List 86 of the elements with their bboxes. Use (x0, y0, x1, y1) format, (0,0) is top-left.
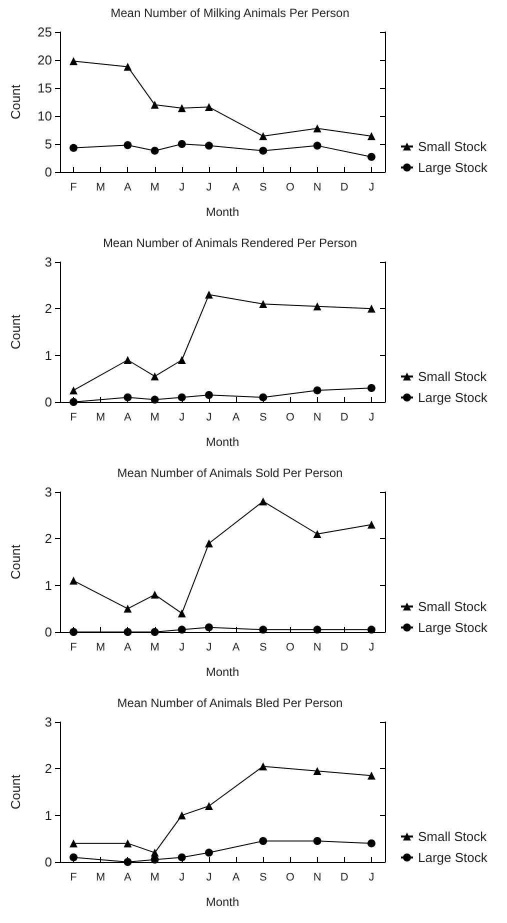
legend-label: Large Stock (418, 160, 488, 175)
x-tick-label: O (286, 872, 295, 884)
x-tick-label: D (340, 872, 348, 884)
x-tick-label: A (232, 182, 240, 194)
y-axis-title: Count (8, 314, 23, 350)
x-tick-label: S (259, 182, 267, 194)
x-tick-label: A (232, 412, 240, 424)
x-tick-label: J (206, 872, 212, 884)
x-tick-label: M (96, 412, 106, 424)
x-tick-label: F (70, 182, 78, 194)
y-tick-label: 0 (44, 394, 52, 410)
chart-title: Mean Number of Animals Bled Per Person (117, 696, 343, 710)
x-tick-label: M (150, 182, 160, 194)
y-tick-label: 2 (44, 301, 52, 316)
x-tick-label: A (124, 872, 132, 884)
legend-label: Small Stock (418, 829, 488, 844)
y-tick-label: 20 (38, 52, 52, 68)
x-tick-label: D (340, 412, 348, 424)
y-tick-label: 2 (44, 531, 52, 546)
legend-label: Large Stock (418, 620, 488, 635)
x-tick-label: J (179, 872, 185, 884)
x-tick-label: N (313, 872, 322, 884)
y-tick-label: 3 (44, 484, 52, 500)
y-tick-label: 0 (44, 854, 52, 870)
x-tick-label: J (368, 872, 374, 884)
x-tick-label: M (96, 642, 106, 654)
y-axis-title: Count (8, 84, 23, 120)
y-axis-title: Count (8, 544, 23, 580)
legend-label: Small Stock (418, 599, 488, 614)
x-tick-label: O (286, 642, 295, 654)
x-tick-label: M (96, 182, 106, 194)
x-tick-label: M (150, 412, 160, 424)
x-axis-title: Month (206, 435, 240, 449)
y-tick-label: 10 (38, 108, 52, 124)
x-tick-label: F (70, 642, 78, 654)
y-tick-label: 2 (44, 761, 52, 776)
x-tick-label: J (368, 182, 374, 194)
x-tick-label: A (124, 182, 132, 194)
y-tick-label: 3 (44, 714, 52, 730)
y-axis-title: Count (8, 774, 23, 810)
y-tick-label: 3 (44, 254, 52, 270)
chart-title: Mean Number of Animals Sold Per Person (117, 466, 343, 480)
y-tick-label: 1 (44, 348, 52, 363)
y-tick-label: 0 (44, 164, 52, 180)
x-tick-label: J (179, 412, 185, 424)
x-tick-label: J (206, 182, 212, 194)
x-axis-title: Month (206, 205, 240, 219)
x-axis-title: Month (206, 895, 240, 909)
x-tick-label: A (232, 872, 240, 884)
legend-label: Small Stock (418, 139, 488, 154)
x-tick-label: A (124, 642, 132, 654)
y-tick-label: 1 (44, 578, 52, 593)
chart-title: Mean Number of Milking Animals Per Person (110, 6, 350, 20)
x-tick-label: J (206, 642, 212, 654)
x-tick-label: S (259, 412, 267, 424)
x-axis-title: Month (206, 665, 240, 679)
x-tick-label: O (286, 412, 295, 424)
x-tick-label: J (179, 642, 185, 654)
x-tick-label: J (368, 642, 374, 654)
legend-label: Small Stock (418, 369, 488, 384)
y-tick-label: 5 (44, 136, 52, 152)
x-tick-label: F (70, 872, 78, 884)
y-tick-label: 15 (38, 80, 52, 96)
chart-title: Mean Number of Animals Rendered Per Person (102, 236, 358, 250)
x-tick-label: A (124, 412, 132, 424)
x-tick-label: S (259, 642, 267, 654)
x-tick-label: D (340, 182, 348, 194)
x-tick-label: F (70, 412, 78, 424)
x-tick-label: M (150, 872, 160, 884)
x-tick-label: J (206, 412, 212, 424)
legend-label: Large Stock (418, 850, 488, 865)
x-tick-label: M (96, 872, 106, 884)
y-tick-label: 25 (38, 24, 52, 40)
y-tick-label: 1 (44, 808, 52, 823)
x-tick-label: A (232, 642, 240, 654)
x-tick-label: N (313, 182, 322, 194)
x-tick-label: N (313, 642, 322, 654)
x-tick-label: J (179, 182, 185, 194)
x-tick-label: O (286, 182, 295, 194)
legend-label: Large Stock (418, 390, 488, 405)
x-tick-label: M (150, 642, 160, 654)
x-tick-label: S (259, 872, 267, 884)
y-tick-label: 0 (44, 624, 52, 640)
x-tick-label: N (313, 412, 322, 424)
x-tick-label: J (368, 412, 374, 424)
x-tick-label: D (340, 642, 348, 654)
